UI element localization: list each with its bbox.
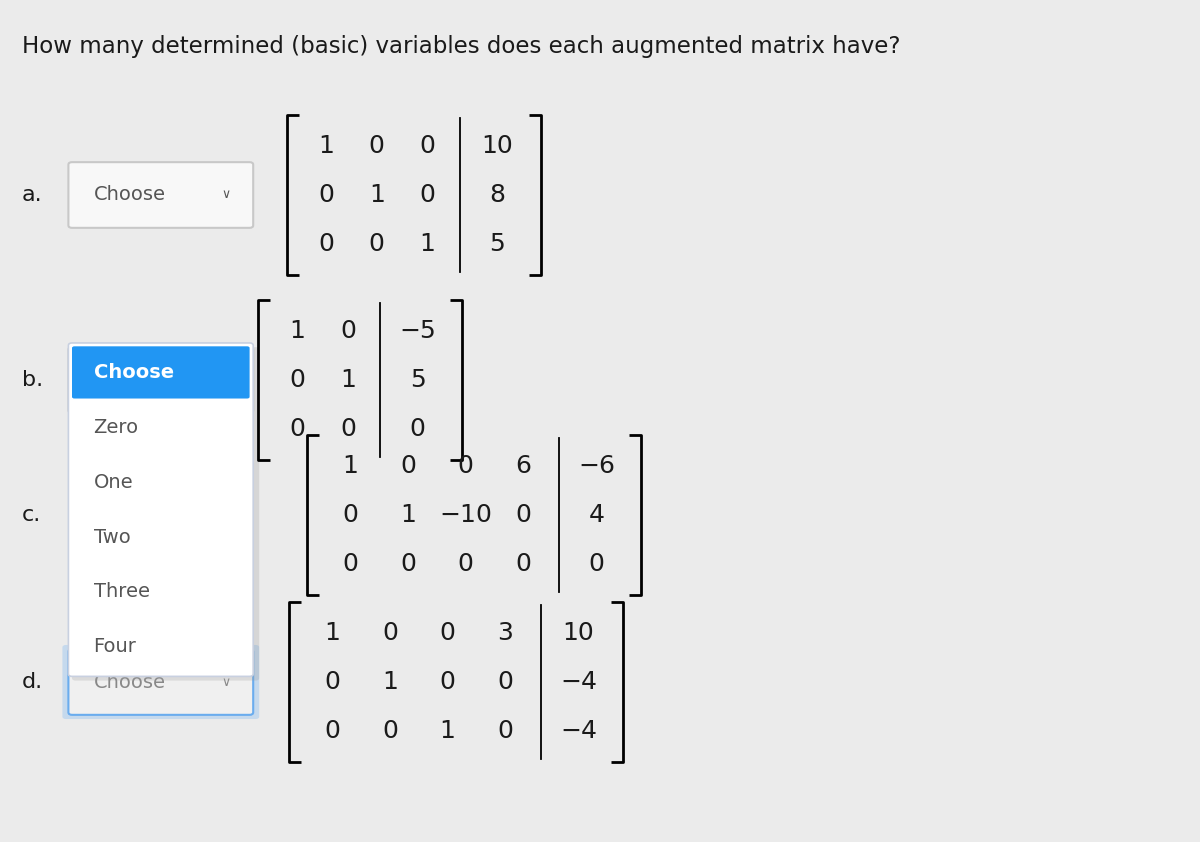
Text: 0: 0 [342, 503, 359, 527]
Text: 0: 0 [457, 454, 474, 478]
Text: ∨: ∨ [221, 189, 230, 201]
Text: 0: 0 [400, 454, 416, 478]
Text: $-6$: $-6$ [577, 454, 616, 478]
Text: 0: 0 [382, 719, 398, 743]
FancyBboxPatch shape [62, 645, 259, 719]
FancyBboxPatch shape [68, 347, 253, 413]
Text: Zero: Zero [94, 418, 139, 437]
Text: 0: 0 [368, 232, 385, 256]
Text: 1: 1 [342, 454, 359, 478]
Text: Choose: Choose [94, 370, 166, 390]
Text: How many determined (basic) variables does each augmented matrix have?: How many determined (basic) variables do… [22, 35, 900, 58]
Text: 0: 0 [409, 417, 426, 441]
Text: One: One [94, 473, 133, 492]
Text: 4: 4 [588, 503, 605, 527]
Text: $-10$: $-10$ [439, 503, 492, 527]
Text: 0: 0 [419, 183, 436, 207]
Text: b.: b. [22, 370, 43, 390]
Text: 0: 0 [324, 670, 341, 694]
Text: 10: 10 [563, 621, 594, 645]
Text: 1: 1 [439, 719, 456, 743]
Text: 1: 1 [400, 503, 416, 527]
Text: 0: 0 [439, 621, 456, 645]
Text: 6: 6 [515, 454, 532, 478]
Text: 0: 0 [515, 552, 532, 576]
FancyBboxPatch shape [68, 163, 253, 228]
Text: 0: 0 [289, 368, 306, 392]
Text: 1: 1 [289, 319, 306, 344]
Text: 1: 1 [382, 670, 398, 694]
Text: Choose: Choose [94, 673, 166, 691]
Text: 1: 1 [324, 621, 341, 645]
Text: 0: 0 [289, 417, 306, 441]
Text: Choose: Choose [94, 185, 166, 205]
Text: $-5$: $-5$ [400, 319, 436, 344]
FancyBboxPatch shape [72, 347, 259, 680]
Text: Four: Four [94, 637, 137, 656]
Text: 0: 0 [340, 319, 356, 344]
Text: a.: a. [22, 185, 42, 205]
Text: 0: 0 [324, 719, 341, 743]
Text: ∨: ∨ [221, 675, 230, 689]
Text: 0: 0 [588, 552, 605, 576]
Text: 0: 0 [515, 503, 532, 527]
Text: d.: d. [22, 672, 43, 692]
FancyBboxPatch shape [72, 346, 250, 398]
Text: 0: 0 [400, 552, 416, 576]
FancyBboxPatch shape [68, 649, 253, 715]
FancyBboxPatch shape [68, 343, 253, 676]
Text: 0: 0 [457, 552, 474, 576]
Text: 0: 0 [342, 552, 359, 576]
Text: 0: 0 [439, 670, 456, 694]
Text: 1: 1 [368, 183, 385, 207]
Text: 0: 0 [318, 183, 335, 207]
Text: 0: 0 [368, 134, 385, 158]
Text: 1: 1 [318, 134, 335, 158]
Text: 5: 5 [488, 232, 505, 256]
Text: c.: c. [22, 505, 41, 525]
Text: 8: 8 [488, 183, 505, 207]
Text: 0: 0 [318, 232, 335, 256]
Text: Three: Three [94, 583, 150, 601]
Text: ∨: ∨ [221, 374, 230, 386]
Text: 0: 0 [382, 621, 398, 645]
Text: 0: 0 [340, 417, 356, 441]
Text: 5: 5 [409, 368, 426, 392]
Text: 0: 0 [497, 670, 514, 694]
Text: 10: 10 [481, 134, 512, 158]
Text: Two: Two [94, 528, 131, 546]
Text: 0: 0 [497, 719, 514, 743]
Text: 1: 1 [419, 232, 436, 256]
Text: $-4$: $-4$ [559, 670, 598, 694]
Text: 0: 0 [419, 134, 436, 158]
Text: 3: 3 [497, 621, 514, 645]
Text: $-4$: $-4$ [559, 719, 598, 743]
Text: Choose: Choose [94, 364, 174, 382]
Text: 1: 1 [340, 368, 356, 392]
